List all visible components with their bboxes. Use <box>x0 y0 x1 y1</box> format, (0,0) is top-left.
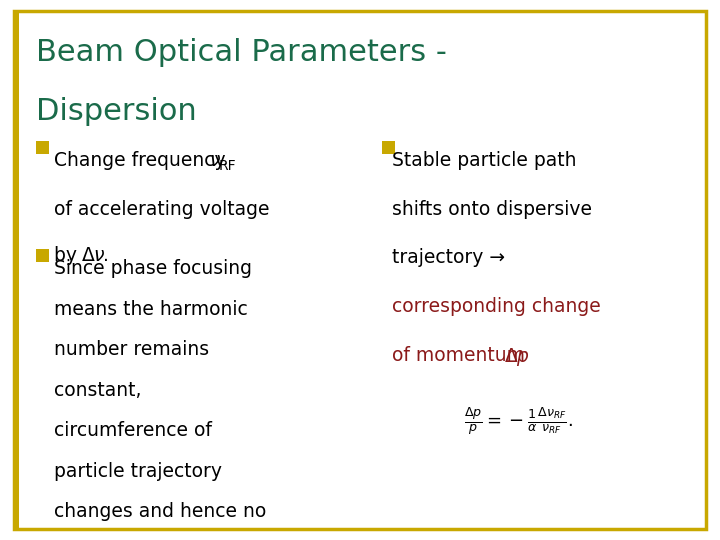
Text: $\Delta\nu$: $\Delta\nu$ <box>81 246 106 265</box>
Text: of accelerating voltage: of accelerating voltage <box>54 200 269 219</box>
Text: Change frequency: Change frequency <box>54 151 232 170</box>
Text: trajectory →: trajectory → <box>392 248 505 267</box>
Text: corresponding change: corresponding change <box>392 297 601 316</box>
Text: Since phase focusing: Since phase focusing <box>54 259 252 278</box>
Text: Stable particle path: Stable particle path <box>392 151 577 170</box>
Text: shifts onto dispersive: shifts onto dispersive <box>392 200 593 219</box>
Text: changes and hence no: changes and hence no <box>54 502 266 521</box>
Bar <box>382 141 395 154</box>
Text: .: . <box>103 246 109 265</box>
Text: $\nu$: $\nu$ <box>209 151 221 170</box>
Text: particle trajectory: particle trajectory <box>54 462 222 481</box>
Text: number remains: number remains <box>54 340 209 359</box>
Text: means the harmonic: means the harmonic <box>54 300 248 319</box>
Text: Beam Optical Parameters -: Beam Optical Parameters - <box>36 38 447 67</box>
Text: by: by <box>54 246 83 265</box>
Text: circumference of: circumference of <box>54 421 212 440</box>
Text: Dispersion: Dispersion <box>36 97 197 126</box>
Bar <box>14 11 19 529</box>
Text: $\Delta p$: $\Delta p$ <box>504 346 530 368</box>
Bar <box>36 249 49 262</box>
Text: of momentum: of momentum <box>392 346 531 365</box>
Text: constant,: constant, <box>54 381 142 400</box>
Text: $\frac{\Delta p}{p} = -\frac{1}{\alpha}\frac{\Delta\nu_{RF}}{\nu_{RF}}.$: $\frac{\Delta p}{p} = -\frac{1}{\alpha}\… <box>464 406 573 437</box>
Text: RF: RF <box>218 159 235 173</box>
Bar <box>36 141 49 154</box>
